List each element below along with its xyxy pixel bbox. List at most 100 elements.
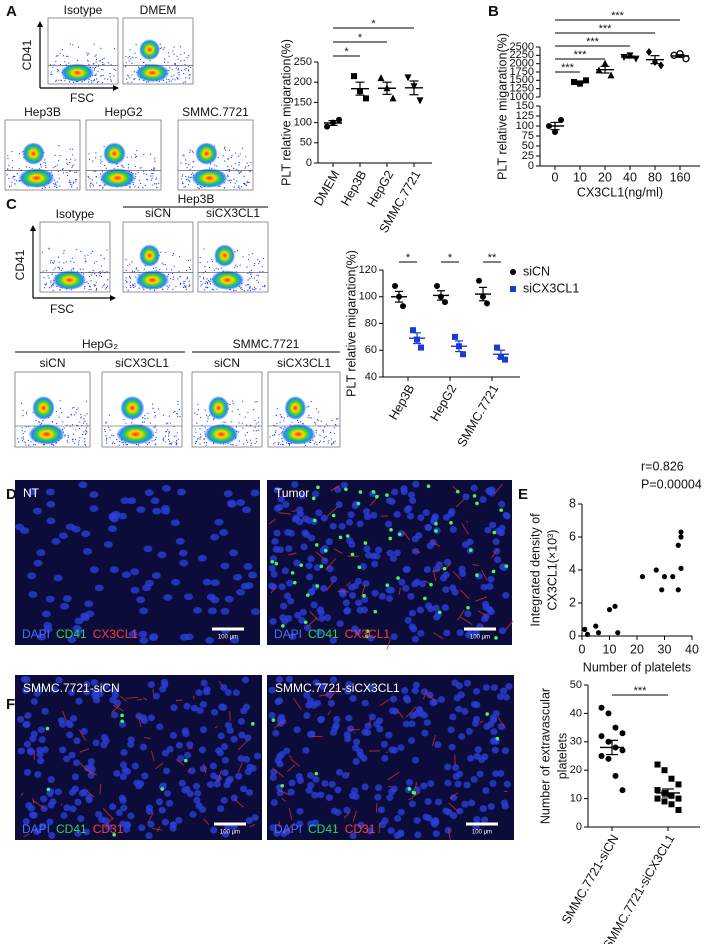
flow-dot (95, 170, 97, 172)
flow-dot (102, 186, 104, 188)
nucleus (22, 818, 30, 825)
nucleus (36, 549, 46, 557)
flow-dot (134, 156, 137, 158)
flow-dot (74, 171, 76, 173)
nucleus (199, 701, 208, 708)
nucleus (405, 505, 413, 512)
flow-dot (246, 424, 248, 426)
nucleus (69, 715, 78, 722)
nucleus (481, 816, 489, 824)
flow-dot (330, 438, 333, 440)
nucleus (188, 767, 196, 775)
flow-dot (73, 164, 75, 166)
point (484, 300, 490, 307)
nucleus (333, 715, 341, 723)
platelet (316, 485, 320, 490)
nucleus (500, 687, 508, 695)
flow-dot (60, 79, 62, 82)
arrow-head (113, 85, 119, 91)
flow-dot (274, 433, 276, 436)
flow-dot (172, 78, 174, 80)
flow-dot (238, 172, 240, 175)
arrow-head (30, 225, 36, 231)
nucleus (277, 713, 286, 721)
nucleus (287, 788, 295, 796)
nucleus (405, 778, 414, 786)
nucleus (432, 604, 440, 612)
nucleus (412, 480, 420, 488)
flow-dot (165, 431, 167, 433)
vessel (291, 510, 298, 513)
flow-dot (133, 271, 136, 273)
flow-dot (204, 265, 206, 268)
nucleus (155, 798, 163, 806)
nucleus (361, 783, 369, 791)
nucleus (498, 627, 507, 635)
flow-dot (60, 269, 62, 271)
flow-dot (84, 258, 86, 260)
flow-dot (128, 275, 131, 277)
flow-dot (43, 161, 45, 163)
flow-dot (229, 179, 231, 181)
nucleus (62, 595, 72, 602)
platelet (407, 787, 412, 791)
nucleus (364, 551, 373, 559)
nucleus (68, 689, 76, 696)
nucleus (161, 484, 171, 492)
platelet (345, 534, 350, 538)
nucleus (46, 517, 56, 525)
nucleus (329, 676, 338, 684)
nucleus (184, 633, 194, 641)
nucleus (315, 509, 323, 517)
vessel (325, 558, 337, 570)
flow-dot (125, 444, 127, 446)
platelet (365, 629, 370, 633)
flow-dot (256, 279, 258, 281)
nucleus (467, 754, 475, 762)
flow-dot (52, 444, 54, 446)
nucleus (49, 798, 57, 805)
image-label: SMMC.7721-siCN (23, 681, 120, 695)
flow-dot (54, 182, 57, 184)
flow-dot (244, 167, 246, 169)
vessel (448, 802, 460, 813)
flow-dot (217, 268, 220, 270)
flow-dot (101, 58, 103, 60)
flow-dot (291, 421, 293, 423)
nucleus (268, 564, 276, 572)
nucleus (311, 819, 319, 827)
flow-dot (88, 63, 90, 65)
flow-dot (80, 416, 82, 418)
flow-dot (164, 263, 167, 266)
flow-dot (229, 443, 231, 445)
flow-dot (307, 405, 310, 408)
flow-dot (55, 411, 57, 413)
flow-dot (175, 67, 177, 69)
flow-dot (89, 178, 91, 180)
flow-dot (246, 162, 248, 164)
platelet (397, 532, 402, 537)
nucleus (220, 796, 228, 804)
nucleus (287, 597, 295, 605)
flow-dot (97, 70, 99, 72)
flow-dot (199, 261, 201, 264)
nucleus (269, 618, 277, 625)
nucleus (16, 715, 25, 723)
flow-dot (180, 60, 182, 62)
flow-dot (124, 66, 126, 68)
nucleus (69, 805, 77, 813)
flow-dot (262, 257, 264, 260)
nucleus (330, 575, 338, 583)
nucleus (320, 514, 328, 522)
nucleus (347, 511, 355, 519)
nucleus (63, 804, 71, 812)
flow-dot (189, 177, 191, 179)
point (646, 48, 652, 56)
nucleus (285, 545, 293, 553)
flow-dot (127, 167, 130, 169)
flow-dot (183, 285, 186, 287)
vessel (273, 719, 286, 729)
flow-dot (97, 81, 99, 83)
flow-dot (201, 424, 203, 426)
flow-dot (163, 264, 165, 266)
